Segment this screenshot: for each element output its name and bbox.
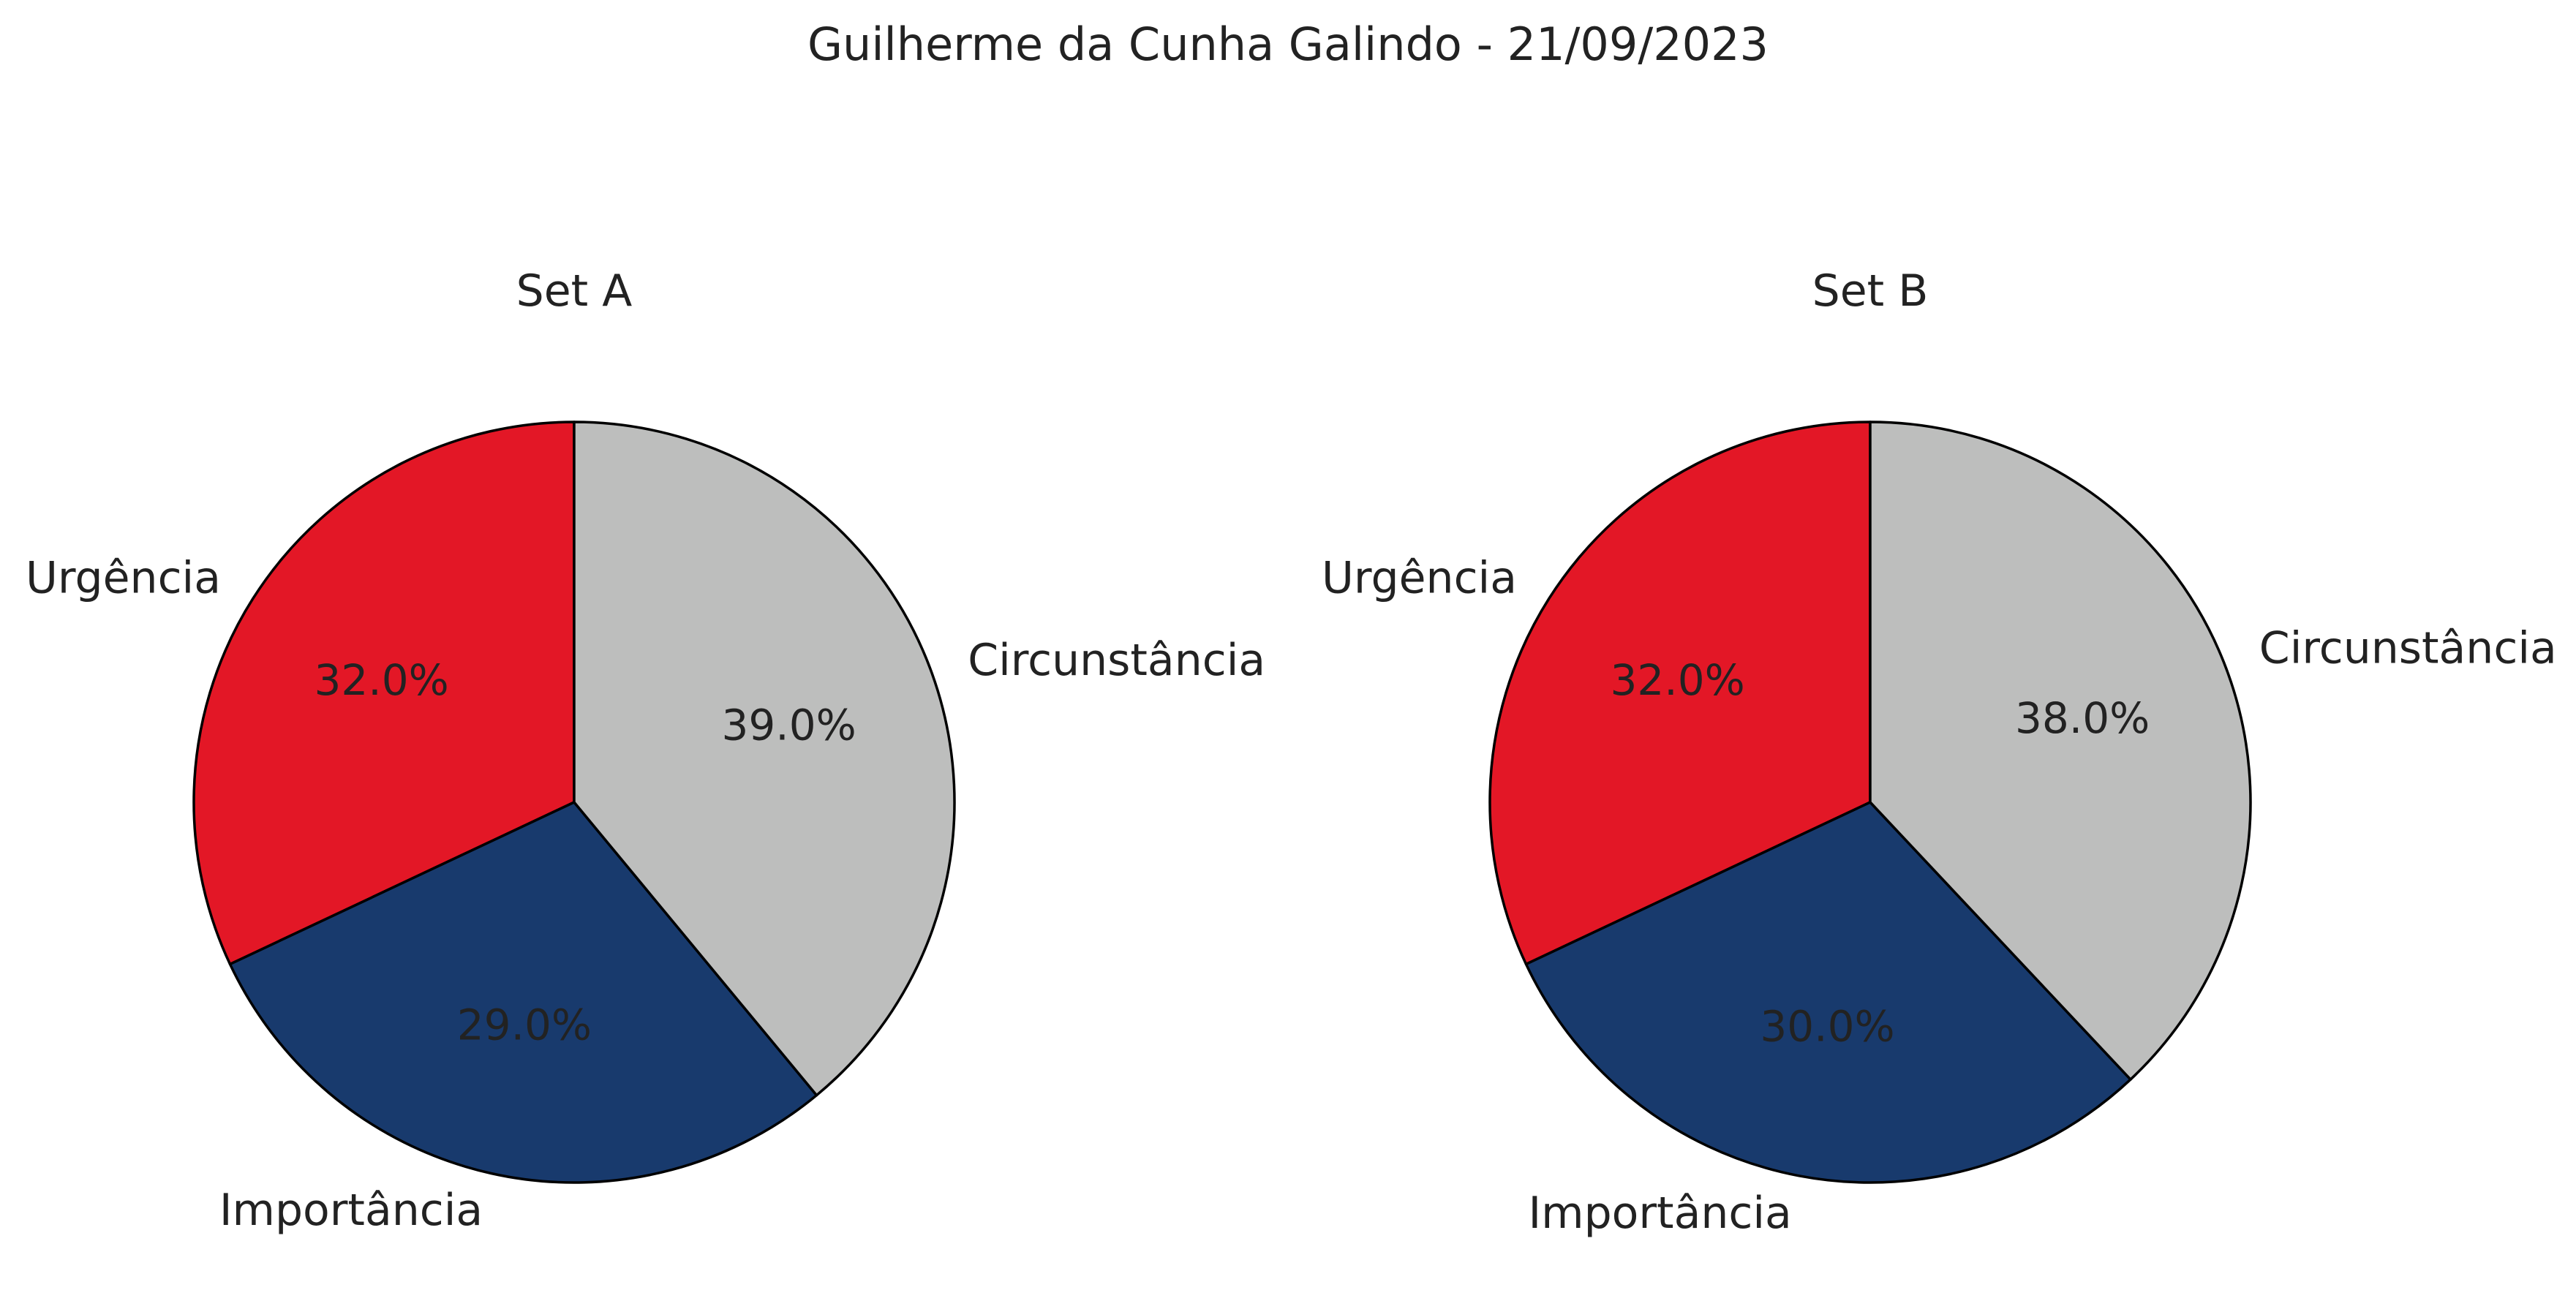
pie-percent-label: 29.0%: [457, 1000, 592, 1050]
pie-slice-importancia: [228, 801, 818, 1184]
pie-slice-urgencia: [1488, 421, 1872, 966]
pie-category-label: Urgência: [1322, 553, 1517, 604]
pie-slice-urgencia: [192, 421, 576, 966]
pie-category-label: Circunstância: [968, 635, 1265, 686]
pie-chart-set-b: Set B 32.0% Urgência 30.0% Importância 38.0%…: [1322, 265, 2557, 1239]
chart-title: Set B: [1812, 265, 1929, 317]
chart-title: Set A: [516, 265, 633, 317]
figure-title: Guilherme da Cunha Galindo - 21/09/2023: [807, 18, 1769, 71]
pie-slice-circunstancia: [1869, 421, 2252, 1081]
pie-percent-label: 30.0%: [1760, 1002, 1894, 1052]
pie-category-label: Importância: [219, 1185, 483, 1236]
pie-percent-label: 32.0%: [1610, 655, 1744, 705]
pie-percent-label: 32.0%: [314, 655, 448, 705]
pie-percent-label: 38.0%: [2015, 693, 2150, 743]
pie-chart-set-a: Set A 32.0% Urgência 29.0% Importância 39.0%…: [26, 265, 1265, 1236]
pie-category-label: Urgência: [26, 553, 221, 604]
pie-category-label: Importância: [1528, 1188, 1791, 1239]
pie-category-label: Circunstância: [2259, 622, 2557, 674]
pie-slice-circunstancia: [573, 421, 956, 1097]
pie-slice-importancia: [1524, 801, 2132, 1184]
pie-percent-label: 39.0%: [721, 700, 856, 750]
